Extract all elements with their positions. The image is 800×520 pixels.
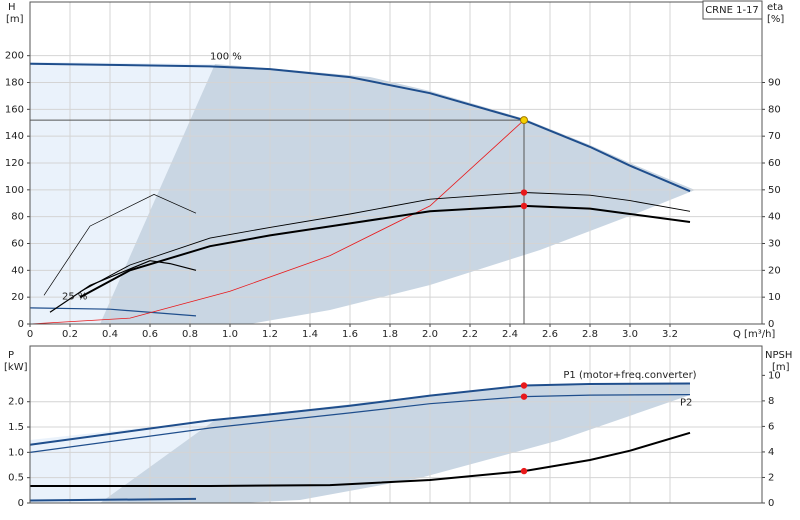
x-tick-label: 1.2 [262, 329, 278, 340]
y-tick-label: 0.5 [8, 473, 24, 484]
y-tick-label: 40 [11, 265, 24, 276]
y-tick-label: 160 [5, 104, 24, 115]
y2-tick-label: 8 [768, 396, 774, 407]
top-frame [29, 1, 763, 325]
y-tick-label: 140 [5, 131, 24, 142]
y-tick-label: 2.0 [8, 397, 24, 408]
y2-tick-label: 10 [768, 370, 781, 381]
curve [79, 192, 691, 293]
y-tick-label: 0 [18, 319, 24, 330]
y-tick-label: 20 [11, 292, 24, 303]
title-box [702, 0, 763, 20]
x-tick-label: 2.0 [422, 329, 438, 340]
x-tick-label: 2.8 [582, 329, 598, 340]
low-speed-area-power [30, 420, 215, 503]
curve [29, 62, 691, 193]
y-axis-label: P [8, 350, 14, 361]
x-tick-label: 1.4 [302, 329, 318, 340]
y2-tick-label: 10 [768, 292, 781, 303]
y-axis-label: H [8, 2, 16, 13]
chart-title: CRNE 1-17 [705, 5, 759, 16]
x-tick-label: 1.0 [222, 329, 238, 340]
y2-tick-label: 90 [768, 78, 781, 89]
y2-axis-label: eta [767, 2, 783, 13]
y2-tick-label: 40 [768, 212, 781, 223]
bottom-frame [29, 345, 763, 504]
x-tick-label: 3.2 [662, 329, 678, 340]
x-tick-label: 0 [27, 329, 33, 340]
operating-area-power [100, 384, 690, 503]
y-tick-label: 100 [5, 185, 24, 196]
x-tick-label: 0.2 [62, 329, 78, 340]
y2-tick-label: 60 [768, 158, 781, 169]
duty-point [520, 202, 528, 210]
curve-label: P1 (motor+freq.converter) [563, 370, 696, 381]
duty-point [520, 467, 528, 475]
y2-tick-label: 80 [768, 104, 781, 115]
low-speed-area [30, 62, 215, 324]
curve [29, 394, 691, 453]
x-tick-label: 0.6 [142, 329, 158, 340]
x-tick-label: 0.8 [182, 329, 198, 340]
x-axis-label: Q [m³/h] [733, 329, 775, 340]
y2-tick-label: 20 [768, 265, 781, 276]
duty-point [520, 382, 528, 389]
y-axis-unit: [kW] [4, 362, 28, 373]
x-tick-label: 2.6 [542, 329, 558, 340]
y2-tick-label: 2 [768, 472, 774, 483]
y-tick-label: 1.0 [8, 447, 24, 458]
x-tick-label: 1.6 [342, 329, 358, 340]
y-axis-unit: [m] [6, 14, 24, 25]
curve [29, 497, 197, 502]
curve [29, 382, 691, 446]
x-tick-label: 2.4 [502, 329, 518, 340]
curve [43, 194, 197, 296]
curve [29, 119, 525, 325]
y2-tick-label: 70 [768, 131, 781, 142]
y-tick-label: 80 [11, 212, 24, 223]
curve-label: 25 % [62, 291, 87, 302]
y2-tick-label: 0 [768, 498, 774, 509]
curve [49, 260, 197, 313]
y2-axis-unit: [m] [772, 362, 790, 373]
curve-label: P2 [680, 398, 692, 409]
curve-label: 100 % [210, 51, 242, 62]
y2-axis-unit: [%] [767, 14, 784, 25]
duty-point [520, 189, 528, 196]
y-tick-label: 0 [18, 498, 24, 509]
x-tick-label: 2.2 [462, 329, 478, 340]
y-tick-label: 1.5 [8, 422, 24, 433]
x-tick-label: 0.4 [102, 329, 118, 340]
curve [30, 431, 691, 487]
x-tick-label: 3.0 [622, 329, 638, 340]
x-tick-label: 1.8 [382, 329, 398, 340]
y-tick-label: 120 [5, 158, 24, 169]
y2-tick-label: 0 [768, 319, 774, 330]
y2-tick-label: 30 [768, 239, 781, 250]
y-tick-label: 180 [5, 78, 24, 89]
y-tick-label: 60 [11, 239, 24, 250]
y2-tick-label: 4 [768, 447, 774, 458]
y-tick-label: 200 [5, 51, 24, 62]
operating-point [520, 116, 528, 125]
y2-axis-label: NPSH [765, 350, 792, 361]
y2-tick-label: 50 [768, 185, 781, 196]
y2-tick-label: 6 [768, 421, 774, 432]
plot-layer: 0 0.2 0.4 0.6 0.8 1.0 1.2 1.4 1.6 1.8 2.0 2.2 2.4 2.6… [5, 2, 781, 509]
duty-point [520, 393, 528, 400]
curve [79, 204, 691, 299]
